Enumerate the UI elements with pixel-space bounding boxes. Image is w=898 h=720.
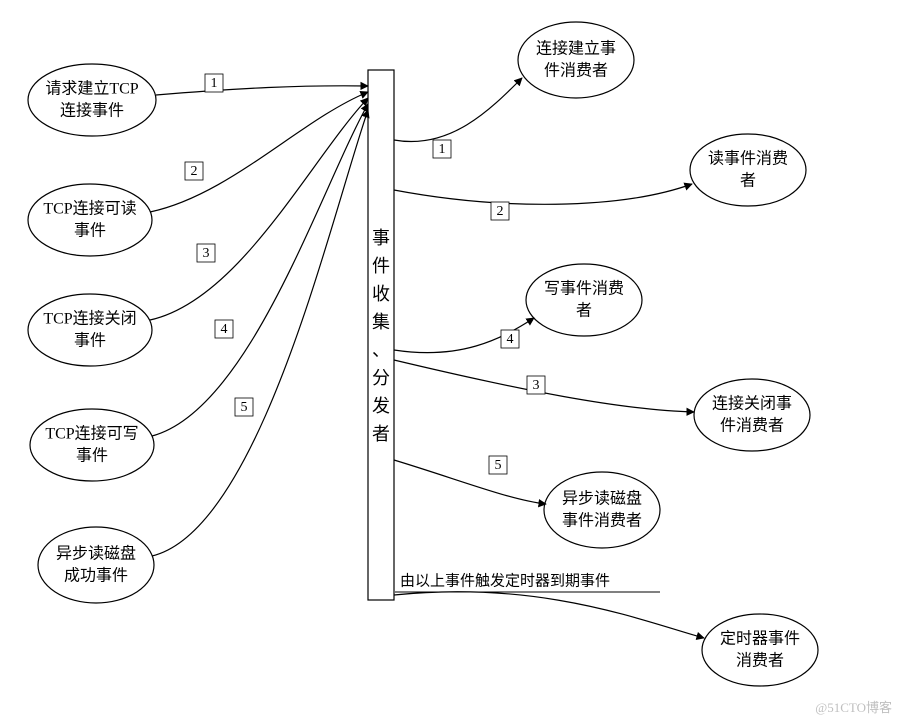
node-label: TCP连接可读 [43,200,136,218]
consumer-node-R5: 异步读磁盘事件消费者 [544,472,660,548]
edge [394,460,546,504]
node-label: 件消费者 [720,417,784,435]
edge-number: 4 [507,332,514,347]
node-label: 事件 [74,222,106,240]
node-label: 件消费者 [544,62,608,80]
node-label: 异步读磁盘 [56,544,136,563]
edge [156,86,368,95]
edge-number: 1 [439,142,446,157]
event-collector-dispatcher: 事件收集、分发者 [368,70,394,600]
edge-number: 3 [533,378,540,393]
node-label: 者 [576,302,592,320]
source-node-L5: 异步读磁盘成功事件 [38,527,154,603]
node-label: TCP连接可写 [45,425,138,443]
edge-number: 3 [203,246,210,261]
source-node-L1: 请求建立TCP 连接事件 [28,64,156,136]
consumer-node-R6: 定时器事件消费者 [702,614,818,686]
center-label-char: 分 [372,368,390,388]
edge [394,78,522,142]
center-label-char: 发 [372,396,390,416]
edge-number: 2 [191,164,198,179]
edge-number: 4 [221,322,228,337]
center-label-char: 、 [372,340,390,360]
event-dispatch-diagram: 事件收集、分发者 请求建立TCP连接事件TCP连接可读事件TCP连接关闭事件TC… [0,0,898,720]
node-label: 连接事件 [60,102,124,120]
node-label: 连接建立事 [536,40,616,58]
left-edges: 1 2 3 4 5 [150,74,368,556]
edge-number: 5 [241,400,248,415]
center-label-char: 件 [372,256,390,276]
footnote: 由以上事件触发定时器到期事件 [395,572,660,592]
node-label: 成功事件 [64,567,128,585]
edge-number: 2 [497,204,504,219]
left-event-sources: 请求建立TCP连接事件TCP连接可读事件TCP连接关闭事件TCP连接可写事件异步… [28,64,156,603]
edge [152,110,368,556]
consumer-node-R2: 读事件消费者 [690,134,806,206]
node-label: TCP连接关闭 [43,310,136,328]
watermark: @51CTO博客 [815,700,892,715]
node-label: 连接关闭事 [712,395,792,413]
consumer-node-R1: 连接建立事件消费者 [518,22,634,98]
consumer-node-R4: 连接关闭事件消费者 [694,379,810,451]
edge [152,104,368,436]
center-label-char: 收 [372,284,390,304]
source-node-L2: TCP连接可读事件 [28,184,152,256]
source-node-L4: TCP连接可写事件 [30,409,154,481]
node-label: 异步读磁盘 [562,489,642,508]
node-label: 事件消费者 [562,512,642,530]
source-node-L3: TCP连接关闭事件 [28,294,152,366]
node-label: 请求建立TCP [45,80,138,98]
footnote-text: 由以上事件触发定时器到期事件 [400,572,610,589]
center-label-char: 事 [372,228,390,248]
edge [150,92,368,212]
edge [394,592,704,638]
center-label-char: 者 [372,424,390,444]
node-label: 消费者 [736,652,784,670]
edge [394,184,692,204]
edge [150,98,368,320]
right-edges: 1 2 4 3 5 [394,78,704,638]
edge-number: 5 [495,458,502,473]
node-label: 事件 [74,332,106,350]
node-label: 读事件消费 [708,150,788,168]
center-label-char: 集 [372,312,390,332]
edge-number: 1 [211,76,218,91]
node-label: 写事件消费 [544,280,624,298]
node-label: 事件 [76,447,108,465]
node-label: 定时器事件 [720,630,800,648]
node-label: 者 [740,172,756,190]
consumer-node-R3: 写事件消费者 [526,264,642,336]
